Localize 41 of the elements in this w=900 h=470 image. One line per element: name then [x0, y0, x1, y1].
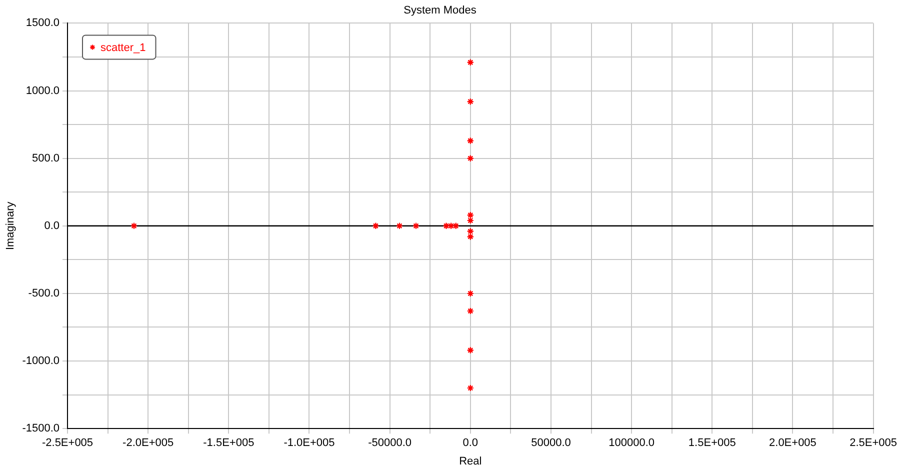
x-tick-label: -2.5E+005 [42, 437, 94, 450]
point [130, 222, 138, 230]
point [466, 384, 474, 392]
point [466, 228, 474, 235]
x-tick-label: -1.0E+005 [284, 437, 335, 450]
x-tick-label: 0.0 [462, 437, 478, 450]
y-tick-label: -500.0 [28, 288, 60, 300]
point [372, 222, 380, 230]
point [396, 222, 403, 230]
point [466, 137, 474, 144]
x-tick-label: 50000.0 [531, 437, 571, 450]
y-tick-label: 1500.0 [26, 17, 60, 30]
point [466, 308, 474, 315]
y-tick-label: -1500.0 [22, 422, 60, 435]
x-tick-label: 100000.0 [608, 437, 655, 450]
y-tick-label: 0.0 [44, 220, 60, 232]
point [466, 212, 474, 219]
point [466, 233, 474, 240]
x-axis-title: Real [459, 455, 482, 468]
legend-label: scatter_1 [100, 42, 146, 54]
point [442, 222, 450, 230]
point [466, 98, 474, 106]
x-tick-label: -2.0E+005 [122, 437, 174, 450]
point [448, 222, 455, 230]
x-tick-label: 1.5E+005 [688, 437, 736, 450]
point [466, 154, 474, 162]
x-tick-label: -50000.0 [368, 437, 412, 450]
y-tick-label: -1000.0 [22, 355, 60, 368]
x-tick-label: 2.0E+005 [769, 437, 816, 450]
x-tick-label: -1.5E+005 [203, 437, 254, 450]
point [466, 346, 474, 354]
y-axis-title: Imaginary [4, 201, 17, 250]
y-tick-label: 1000.0 [26, 84, 60, 97]
x-tick-label: 2.5E+005 [850, 437, 897, 450]
point [466, 290, 474, 297]
y-tick-label: 500.0 [32, 152, 60, 164]
point [412, 222, 420, 230]
point [466, 216, 474, 224]
chart-title: System Modes [404, 4, 477, 17]
point [466, 58, 474, 66]
point [452, 222, 460, 230]
